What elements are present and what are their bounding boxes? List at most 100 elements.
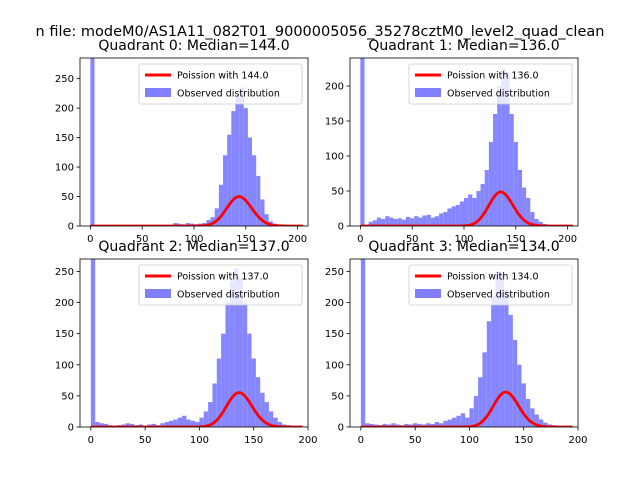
x-tick-label: 200 <box>298 435 317 446</box>
y-tick-label: 100 <box>55 360 74 371</box>
histogram-bar <box>414 216 419 226</box>
histogram-bar <box>90 58 95 226</box>
histogram-bar <box>538 419 544 427</box>
y-tick-label: 0 <box>68 222 74 233</box>
histogram-bar <box>239 87 244 226</box>
histogram-bar <box>169 420 174 427</box>
y-tick-label: 200 <box>325 82 344 93</box>
axes-frame <box>349 258 579 428</box>
histogram-bar <box>212 383 217 427</box>
y-tick-label: 100 <box>325 152 344 163</box>
histogram-bar <box>401 219 406 226</box>
histogram-bar <box>264 214 269 226</box>
histogram-bar <box>382 423 387 427</box>
histogram-bar <box>517 364 522 427</box>
legend: Poission with 144.0 Observed distribution <box>138 63 303 105</box>
histogram-bar <box>190 420 196 427</box>
panel-title: Quadrant 1: Median=136.0 <box>368 38 559 54</box>
x-tick-label: 50 <box>406 234 419 245</box>
legend-box <box>138 63 303 105</box>
y-tick-label: 150 <box>325 117 344 128</box>
histogram-bar <box>456 415 461 427</box>
panel-title: Quadrant 3: Median=134.0 <box>368 239 559 255</box>
histogram-bar <box>473 395 479 427</box>
y-tick-label: 0 <box>338 423 344 434</box>
histogram-bar <box>391 423 396 427</box>
histogram-bar <box>277 422 282 427</box>
legend-observed-label: Observed distribution <box>447 290 550 301</box>
histogram-bar <box>234 268 239 427</box>
histogram-bar <box>410 218 415 226</box>
histogram-bar <box>439 423 444 427</box>
x-tick-label: 150 <box>514 435 533 446</box>
histogram-bar <box>99 423 104 427</box>
x-tick-label: 50 <box>136 234 149 245</box>
histogram-bar <box>229 280 235 427</box>
y-tick-label: 200 <box>325 298 344 309</box>
x-tick-label: 50 <box>409 435 422 446</box>
histogram-bar <box>404 423 409 427</box>
histogram-bar <box>255 377 261 427</box>
x-tick-label: 150 <box>244 435 263 446</box>
y-tick-label: 250 <box>55 267 74 278</box>
histogram-bar <box>488 142 494 226</box>
histogram-bar <box>360 58 365 226</box>
histogram-bar <box>543 422 548 427</box>
histogram-bar <box>227 134 232 226</box>
histogram-bar <box>491 296 496 427</box>
x-tick-label: 200 <box>568 435 587 446</box>
histogram-bar <box>231 111 236 226</box>
y-tick-label: 250 <box>325 267 344 278</box>
histogram-bar <box>405 216 411 226</box>
histogram-bar <box>517 170 523 226</box>
legend: Poission with 134.0 Observed distribution <box>408 264 573 306</box>
x-tick-label: 100 <box>460 435 479 446</box>
histogram-bar <box>164 422 170 427</box>
y-tick-label: 200 <box>55 104 74 115</box>
histogram-bar <box>273 417 278 427</box>
x-tick-label: 150 <box>236 234 255 245</box>
histogram-bar <box>160 423 165 427</box>
histogram-bar <box>125 423 130 427</box>
histogram-bar <box>484 170 489 226</box>
legend-box <box>138 264 303 306</box>
plot-area <box>359 58 574 226</box>
y-tick-label: 50 <box>331 187 344 198</box>
histogram-bar <box>173 419 178 427</box>
histogram-bar <box>459 201 464 226</box>
x-tick-label: 50 <box>139 435 152 446</box>
histogram-bar <box>486 321 492 427</box>
histogram-bar <box>365 423 370 427</box>
legend-observed-swatch <box>415 289 441 298</box>
histogram-bar <box>268 411 274 427</box>
histogram-bar <box>508 315 513 427</box>
x-tick-label: 0 <box>87 234 93 245</box>
histogram-bar <box>247 333 252 427</box>
legend-observed-swatch <box>145 88 171 97</box>
histogram-bar <box>218 184 224 226</box>
legend-observed-label: Observed distribution <box>177 290 280 301</box>
histogram-bar <box>177 417 183 427</box>
histogram-bar <box>530 408 535 427</box>
histogram-bar <box>182 415 187 427</box>
histogram-bar <box>512 339 518 427</box>
histogram-bar <box>443 212 448 226</box>
histogram-bar <box>260 199 265 226</box>
histogram-bar <box>482 352 487 427</box>
histogram-bar <box>465 417 470 427</box>
x-tick-label: 200 <box>558 234 577 245</box>
histogram-bar <box>264 402 269 427</box>
histogram-bar <box>469 408 474 427</box>
x-tick-label: 100 <box>184 234 203 245</box>
y-tick-label: 50 <box>61 391 74 402</box>
histogram-bar <box>381 219 386 226</box>
histogram-bar <box>199 417 204 427</box>
histogram-bar <box>186 419 191 427</box>
x-tick-label: 100 <box>190 435 209 446</box>
histogram-bar <box>476 191 481 226</box>
histogram-bar <box>235 96 240 226</box>
y-tick-label: 0 <box>68 423 74 434</box>
histogram-bar <box>412 423 418 427</box>
histogram-bar <box>499 274 505 427</box>
